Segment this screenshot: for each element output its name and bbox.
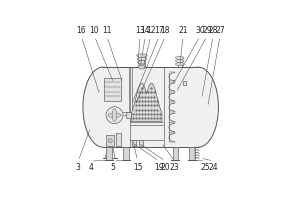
Text: 25: 25 (200, 163, 210, 172)
Text: 11: 11 (102, 26, 112, 35)
Text: 30: 30 (195, 26, 205, 35)
Text: 5: 5 (110, 163, 116, 172)
Text: 18: 18 (160, 26, 170, 35)
Bar (190, 147, 195, 160)
Bar (103, 67, 198, 147)
Ellipse shape (138, 64, 146, 67)
Ellipse shape (178, 67, 218, 147)
Bar (104, 78, 121, 101)
Bar (172, 147, 178, 160)
Text: 20: 20 (160, 163, 170, 172)
Bar (123, 147, 129, 160)
Circle shape (106, 107, 123, 124)
Bar (106, 135, 115, 146)
Ellipse shape (176, 56, 184, 59)
Text: 13: 13 (135, 26, 145, 35)
Ellipse shape (108, 113, 121, 117)
Bar (139, 140, 143, 146)
Ellipse shape (138, 61, 146, 64)
Text: 17: 17 (154, 26, 164, 35)
Text: 12: 12 (146, 26, 155, 35)
Ellipse shape (139, 65, 145, 69)
Text: 16: 16 (76, 26, 86, 35)
Ellipse shape (176, 63, 184, 66)
Bar (116, 133, 122, 146)
Text: 24: 24 (209, 163, 219, 172)
Bar (183, 81, 186, 85)
Text: 29: 29 (202, 26, 212, 35)
Text: 4: 4 (88, 163, 93, 172)
Text: 3: 3 (76, 163, 81, 172)
Bar (126, 112, 131, 118)
Text: 14: 14 (140, 26, 150, 35)
Text: 21: 21 (178, 26, 188, 35)
Ellipse shape (83, 67, 123, 147)
Text: 23: 23 (170, 163, 179, 172)
Polygon shape (131, 83, 162, 122)
Ellipse shape (176, 59, 184, 63)
Text: 15: 15 (133, 163, 142, 172)
Ellipse shape (136, 54, 147, 57)
Circle shape (108, 139, 112, 143)
Ellipse shape (112, 109, 117, 122)
Bar (132, 140, 136, 146)
Text: 19: 19 (154, 163, 164, 172)
Text: 28: 28 (208, 26, 218, 35)
Text: 27: 27 (215, 26, 225, 35)
Bar (106, 147, 112, 160)
Text: 10: 10 (90, 26, 99, 35)
Ellipse shape (137, 57, 147, 61)
